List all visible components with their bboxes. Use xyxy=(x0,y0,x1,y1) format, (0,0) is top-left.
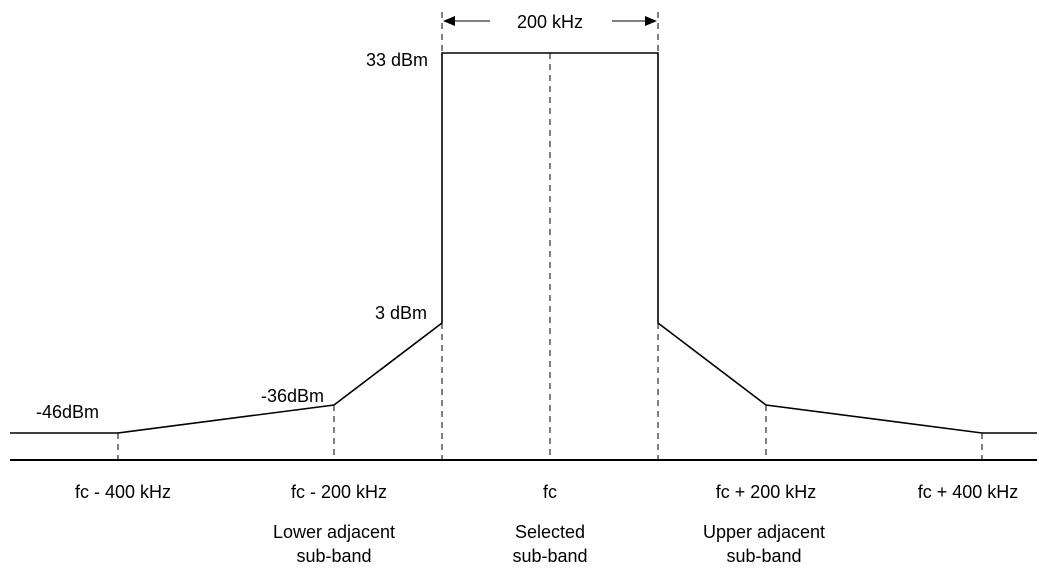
subband-label-lower-line2: sub-band xyxy=(296,546,371,566)
subband-label-selected-line1: Selected xyxy=(515,522,585,542)
level-label-edge: 3 dBm xyxy=(375,303,427,323)
spectrum-mask-line xyxy=(10,52,1037,434)
freq-label-minus-400: fc - 400 kHz xyxy=(75,482,171,502)
freq-label-center: fc xyxy=(543,482,557,502)
level-label-adjacent: -36dBm xyxy=(261,386,324,406)
bandwidth-arrowhead-left xyxy=(443,16,455,26)
level-label-top: 33 dBm xyxy=(366,50,428,70)
bandwidth-arrowhead-right xyxy=(645,16,657,26)
level-label-far: -46dBm xyxy=(36,402,99,422)
subband-label-lower-line1: Lower adjacent xyxy=(273,522,395,542)
freq-label-plus-400: fc + 400 kHz xyxy=(918,482,1019,502)
bandwidth-label: 200 kHz xyxy=(517,12,583,32)
subband-label-selected-line2: sub-band xyxy=(512,546,587,566)
subband-label-upper-line2: sub-band xyxy=(726,546,801,566)
freq-label-minus-200: fc - 200 kHz xyxy=(291,482,387,502)
subband-label-upper-line1: Upper adjacent xyxy=(703,522,825,542)
freq-label-plus-200: fc + 200 kHz xyxy=(716,482,817,502)
